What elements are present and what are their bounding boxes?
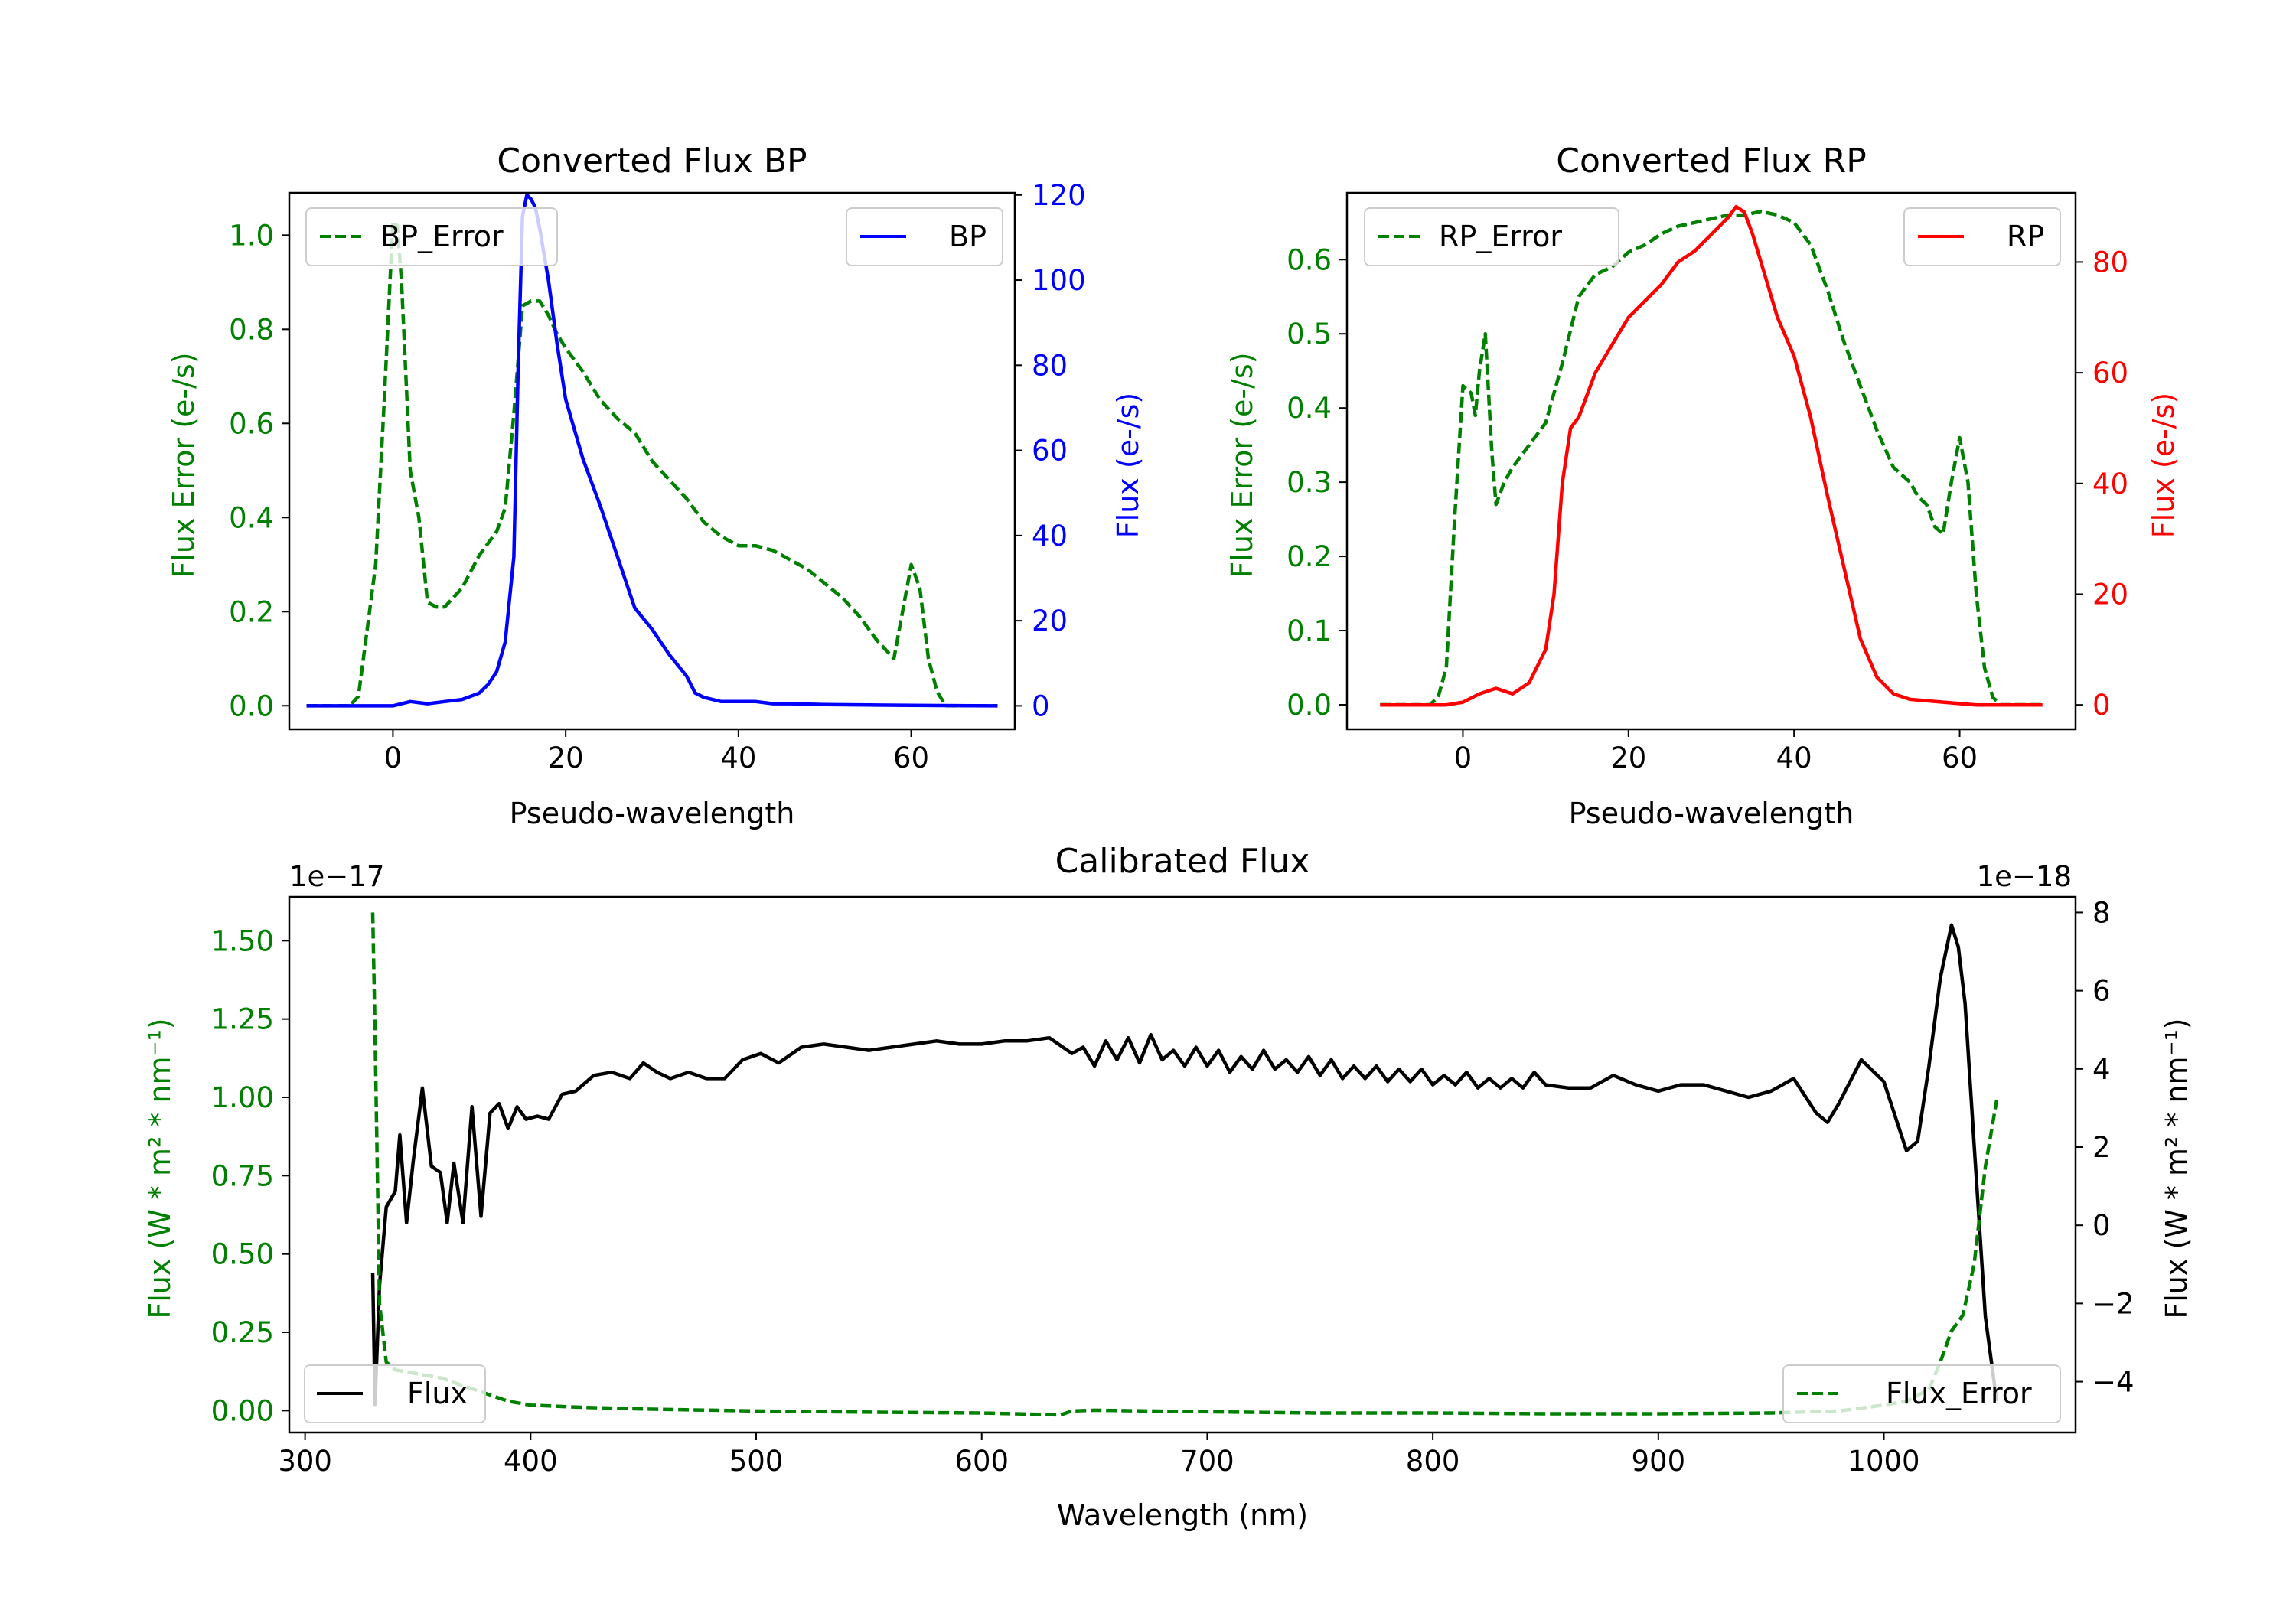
chart-rp-legend-left-label: RP_Error [1439,220,1562,253]
y-left-tick-label: 0.1 [1287,614,1332,647]
y-right-tick-label: −4 [2092,1366,2135,1399]
series-flux-line [370,923,1999,1407]
x-tick-label: 1000 [1848,1445,1919,1478]
y-left-tick-label: 0.6 [229,407,274,440]
y-right-tick-label: 120 [1032,179,1086,212]
x-tick-label: 800 [1406,1445,1460,1478]
chart-calibrated-legend-left: Flux [304,1364,486,1423]
chart-bp-xlabel: Pseudo-wavelength [510,797,795,830]
chart-bp-title: Converted Flux BP [497,142,807,181]
chart-rp-xlabel: Pseudo-wavelength [1569,797,1854,830]
y-right-tick-label: 80 [1032,349,1068,382]
x-tick-label: 500 [729,1445,784,1478]
chart-rp-legend-left: RP_Error [1364,207,1619,266]
x-tick-label: 0 [1454,742,1473,774]
x-tick-label: 900 [1631,1445,1685,1478]
chart-calibrated-left-offset: 1e−17 [289,860,384,893]
y-left-tick-label: 1.50 [211,924,274,957]
y-right-tick-label: 2 [2092,1131,2111,1164]
x-tick-label: 20 [1610,742,1646,774]
x-tick-label: 40 [720,742,756,774]
chart-rp-ylabel-right: Flux (e-/s) [2147,393,2180,538]
x-tick-label: 400 [504,1445,558,1478]
y-right-tick-label: 0 [2092,1209,2111,1242]
y-left-tick-label: 0.00 [211,1394,274,1427]
y-left-tick-label: 0.3 [1287,466,1332,499]
chart-calibrated-frame [288,895,2077,1434]
y-left-tick-label: 0.0 [1287,689,1332,722]
x-tick-label: 600 [954,1445,1009,1478]
x-tick-label: 40 [1776,742,1812,774]
chart-rp-legend-right: RP [1903,207,2061,266]
x-tick-label: 0 [384,742,403,774]
y-left-tick-label: 1.25 [211,1003,274,1036]
series-bp-error-line [306,219,998,708]
y-right-tick-label: 8 [2092,896,2111,929]
y-right-tick-label: 20 [2092,578,2128,611]
y-right-tick-label: 60 [1032,435,1068,468]
x-tick-label: 20 [548,742,584,774]
chart-rp-plot-area [1380,204,2043,707]
chart-calibrated-right-offset: 1e−18 [1977,860,2072,893]
y-left-tick-label: 0.2 [229,595,274,628]
x-tick-label: 700 [1180,1445,1234,1478]
chart-bp-legend-left-label: BP_Error [380,220,504,253]
chart-bp-ylabel-left: Flux Error (e-/s) [167,352,201,578]
x-tick-label: 60 [893,742,929,774]
chart-bp: Converted Flux BP Pseudo-wavelength Flux… [167,142,1145,830]
chart-bp-ylabel-right: Flux (e-/s) [1111,393,1145,538]
y-right-tick-label: 60 [2092,357,2128,390]
y-right-tick-label: 100 [1032,264,1086,297]
chart-rp-ylabel-left: Flux Error (e-/s) [1225,352,1259,578]
y-right-tick-label: 0 [1032,689,1050,722]
y-right-tick-label: 80 [2092,246,2128,279]
chart-calibrated-legend-right-label: Flux_Error [1886,1377,2032,1410]
y-right-tick-label: 6 [2092,975,2111,1008]
series-rp-line [1380,204,2043,707]
y-right-tick-label: 20 [1032,605,1068,637]
y-left-tick-label: 0.2 [1287,540,1332,573]
y-left-tick-label: 0.50 [211,1238,274,1271]
y-right-tick-label: 40 [1032,520,1068,553]
chart-calibrated-legend-right: Flux_Error [1782,1364,2061,1423]
chart-rp-legend-right-label: RP [2007,220,2044,253]
y-right-tick-label: 0 [2092,689,2111,722]
y-left-tick-label: 0.4 [1287,392,1332,425]
y-left-tick-label: 0.5 [1287,318,1332,350]
chart-bp-legend-right-label: BP [949,220,987,253]
chart-calibrated: Calibrated Flux Wavelength (nm) Flux (W … [143,842,2193,1532]
y-left-tick-label: 0.8 [229,313,274,346]
chart-calibrated-ylabel-right: Flux (W * m² * nm⁻¹) [2160,1018,2193,1319]
series-bp-line [306,193,998,708]
y-left-tick-label: 0.6 [1287,243,1332,276]
chart-rp-title: Converted Flux RP [1556,142,1867,181]
x-tick-label: 300 [278,1445,332,1478]
chart-bp-frame [288,191,1016,731]
y-left-tick-label: 0.4 [229,501,274,534]
y-left-tick-label: 0.25 [211,1316,274,1349]
y-right-tick-label: −2 [2092,1287,2135,1320]
chart-bp-legend-left: BP_Error [305,207,558,266]
y-left-tick-label: 1.0 [229,219,274,252]
chart-rp: Converted Flux RP Pseudo-wavelength Flux… [1225,142,2180,830]
y-left-tick-label: 0.75 [211,1159,274,1192]
x-tick-label: 60 [1942,742,1978,774]
y-left-tick-label: 1.00 [211,1081,274,1114]
chart-calibrated-xlabel: Wavelength (nm) [1057,1498,1308,1532]
y-right-tick-label: 40 [2092,468,2128,500]
chart-calibrated-ylabel-left: Flux (W * m² * nm⁻¹) [143,1018,177,1319]
y-right-tick-label: 4 [2092,1053,2111,1086]
chart-calibrated-legend-left-label: Flux [407,1377,468,1410]
chart-calibrated-title: Calibrated Flux [1055,842,1310,881]
chart-rp-frame [1345,191,2077,731]
chart-bp-plot-area [306,193,998,708]
chart-bp-legend-right: BP [846,207,1003,266]
y-left-tick-label: 0.0 [229,689,274,722]
